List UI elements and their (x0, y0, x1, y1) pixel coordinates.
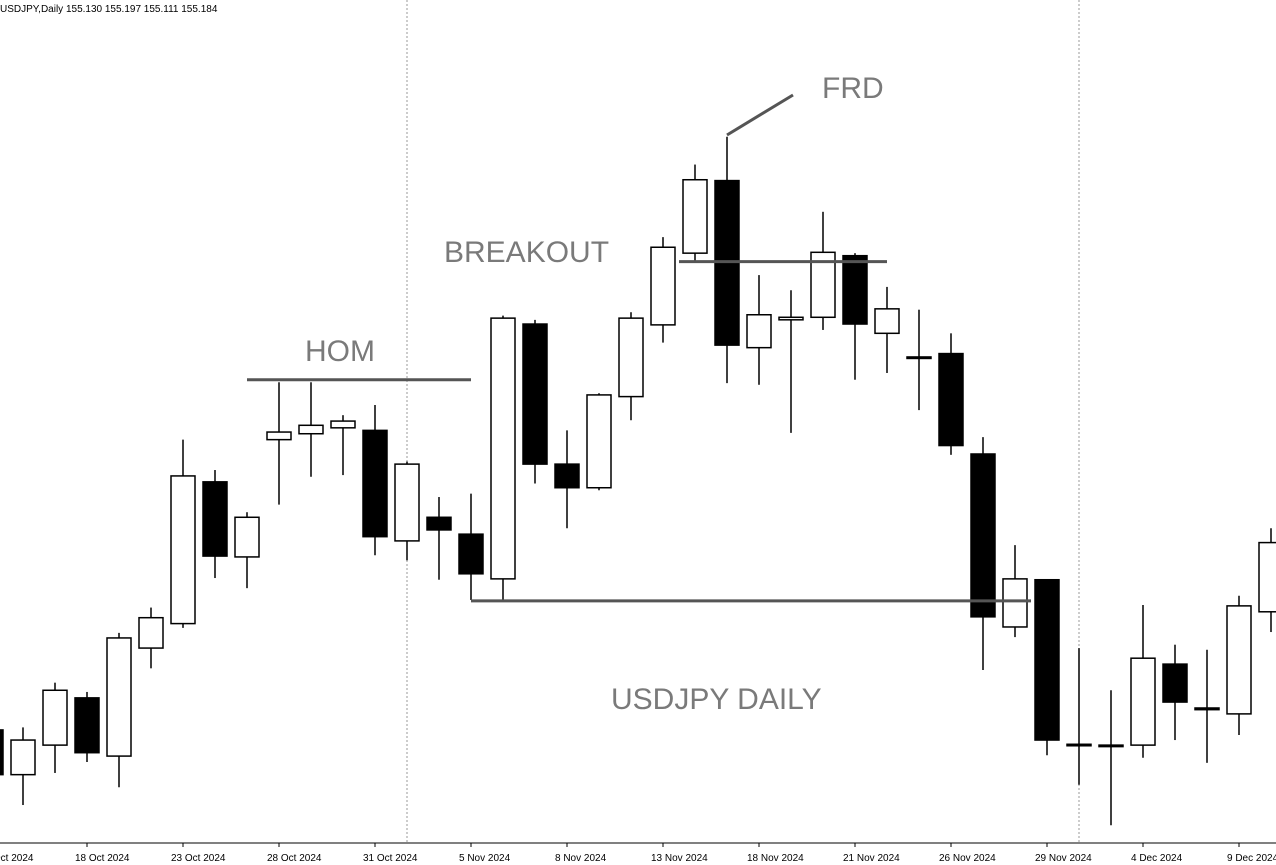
annotation: USDJPY DAILY (611, 683, 822, 716)
x-tick-label: 8 Nov 2024 (555, 853, 607, 864)
candle-body (618, 317, 644, 398)
x-tick-label: 15 Oct 2024 (0, 853, 34, 864)
candle-body (1034, 578, 1060, 741)
candle-body (458, 533, 484, 575)
x-tick-label: 9 Dec 2024 (1227, 853, 1276, 864)
frd-pointer (726, 93, 794, 137)
candle-body (970, 453, 996, 618)
plot: 15 Oct 2024 18 Oct 2024 23 Oct 2024 28 Oct … (0, 136, 1276, 864)
candle-body (650, 246, 676, 326)
x-tick-label: 29 Nov 2024 (1035, 853, 1092, 864)
annotation: FRD (822, 72, 884, 105)
candle-body (138, 616, 164, 649)
x-tick-label: 18 Oct 2024 (75, 853, 130, 864)
candle-body (1226, 605, 1252, 715)
candle-body (682, 178, 708, 254)
candle-body (554, 463, 580, 489)
candle-body (938, 352, 964, 447)
annotation: HOM (305, 335, 375, 368)
x-tick-label: 31 Oct 2024 (363, 853, 418, 864)
candle-body (362, 429, 388, 538)
candle-body (1194, 707, 1220, 711)
x-tick-label: 13 Nov 2024 (651, 853, 708, 864)
candle-body (170, 475, 196, 625)
candle-body (426, 516, 452, 531)
candle-body (874, 308, 900, 335)
annotation: BREAKOUT (444, 236, 609, 269)
x-tick-label: 18 Nov 2024 (747, 853, 804, 864)
candle-body (778, 316, 804, 321)
candle-body (842, 254, 868, 325)
candle-body (490, 317, 516, 580)
x-tick-label: 26 Nov 2024 (939, 853, 996, 864)
candle-body (202, 481, 228, 557)
candle-body (1130, 657, 1156, 746)
candle-body (234, 516, 260, 558)
candle-body (1098, 744, 1124, 748)
x-tick-label: 28 Oct 2024 (267, 853, 322, 864)
x-tick-label: 21 Nov 2024 (843, 853, 900, 864)
candle-body (522, 323, 548, 465)
x-tick-label: 23 Oct 2024 (171, 853, 226, 864)
candle-body (1258, 541, 1276, 613)
x-tick-label: 4 Dec 2024 (1131, 853, 1183, 864)
candle-body (394, 463, 420, 542)
candle-body (1066, 743, 1092, 747)
candle-body (746, 314, 772, 349)
candle-body (10, 739, 36, 776)
chart-header: USDJPY,Daily 155.130 155.197 155.111 155… (0, 4, 218, 15)
candle-body (1002, 578, 1028, 628)
candle-body (1162, 663, 1188, 703)
candle-body (106, 637, 132, 757)
candle-body (298, 424, 324, 435)
x-tick-label: 5 Nov 2024 (459, 853, 511, 864)
candle-body (74, 697, 100, 754)
candle-body (42, 689, 68, 746)
candle-body (330, 420, 356, 429)
candle-body (0, 729, 4, 776)
candle-body (906, 356, 932, 360)
candle-body (810, 251, 836, 319)
candle-body (586, 394, 612, 489)
candle-body (266, 431, 292, 441)
